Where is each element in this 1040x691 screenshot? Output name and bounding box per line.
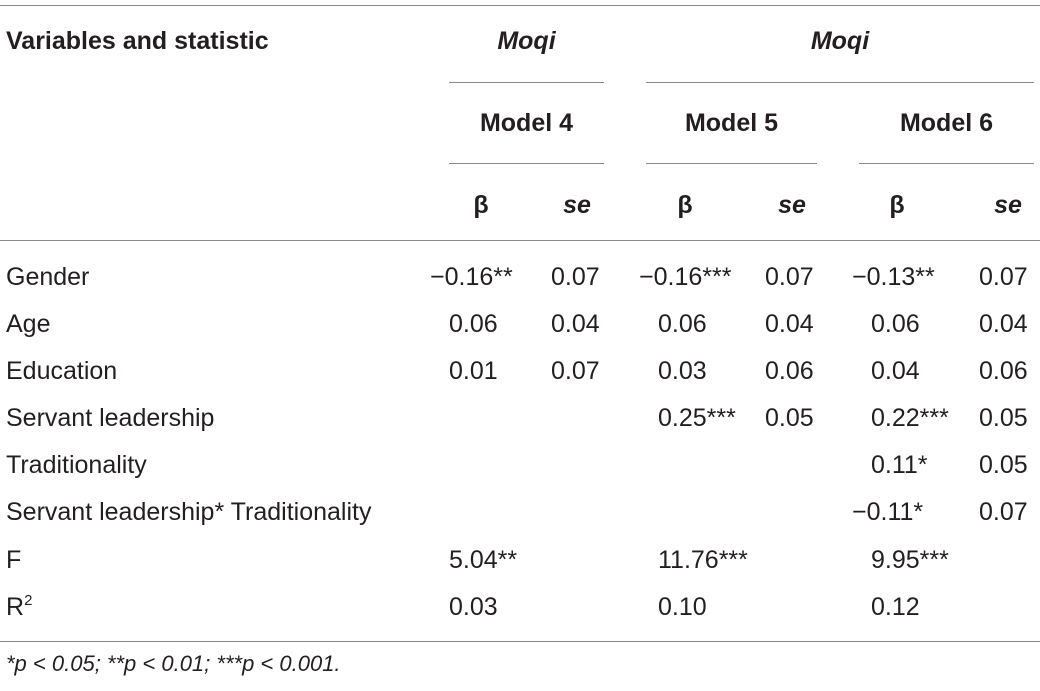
- cell-m4-beta: 5.04**: [449, 546, 518, 574]
- cell-m5-beta: 0.25***: [658, 404, 736, 432]
- cell-m4-se: 0.04: [551, 310, 600, 338]
- group2-underline: [646, 82, 1034, 83]
- variables-header: Variables and statistic: [6, 27, 269, 55]
- cell-m6-se: 0.04: [979, 310, 1028, 338]
- group1-header: Moqi: [497, 27, 556, 55]
- cell-m6-beta: 0.04: [871, 357, 920, 385]
- cell-m4-se: 0.07: [551, 263, 600, 291]
- cell-m6-se: 0.07: [979, 263, 1028, 291]
- footnote: *p < 0.05; **p < 0.01; ***p < 0.001.: [6, 651, 341, 676]
- cell-m5-beta: −0.16***: [639, 263, 732, 291]
- row-label: Servant leadership* Traditionality: [6, 498, 372, 526]
- se-header-m5: se: [778, 191, 806, 219]
- cell-m5-beta: 0.03: [658, 357, 707, 385]
- row-label: Education: [6, 357, 118, 385]
- cell-m6-beta: 0.22***: [871, 404, 949, 432]
- beta-header-m6: β: [889, 191, 905, 219]
- row-label: F: [6, 546, 22, 574]
- cell-m6-beta: −0.11*: [852, 498, 924, 526]
- cell-m6-se: 0.05: [979, 404, 1028, 432]
- top-rule: [0, 5, 1040, 6]
- model4-header: Model 4: [479, 109, 574, 137]
- se-header-m4: se: [563, 191, 591, 219]
- model5-header: Model 5: [684, 109, 779, 137]
- cell-m6-beta: 0.12: [871, 593, 920, 621]
- group2-header: Moqi: [810, 27, 870, 55]
- cell-m6-se: 0.06: [979, 357, 1028, 385]
- cell-m4-beta: −0.16**: [430, 263, 513, 291]
- row-label: Traditionality: [6, 451, 147, 479]
- row-label: R2: [6, 592, 33, 621]
- cell-m4-beta: 0.06: [449, 310, 498, 338]
- cell-m6-beta: −0.13**: [852, 263, 935, 291]
- row-label: Servant leadership: [6, 404, 215, 432]
- cell-m5-se: 0.06: [765, 357, 814, 385]
- row-label: Gender: [6, 263, 90, 291]
- cell-m6-beta: 0.06: [871, 310, 920, 338]
- header-bottom-rule: [0, 240, 1040, 241]
- beta-header-m5: β: [677, 191, 693, 219]
- cell-m5-beta: 0.06: [658, 310, 707, 338]
- beta-header-m4: β: [473, 191, 489, 219]
- cell-m6-beta: 9.95***: [871, 546, 949, 574]
- cell-m5-beta: 11.76***: [658, 546, 748, 574]
- cell-m4-beta: 0.03: [449, 593, 498, 621]
- cell-m5-se: 0.07: [765, 263, 814, 291]
- cell-m6-se: 0.05: [979, 451, 1028, 479]
- model6-header: Model 6: [899, 109, 994, 137]
- model4-underline: [449, 163, 604, 164]
- se-header-m6: se: [994, 191, 1022, 219]
- cell-m4-se: 0.07: [551, 357, 600, 385]
- cell-m6-se: 0.07: [979, 498, 1028, 526]
- group1-underline: [449, 82, 604, 83]
- row-label: Age: [6, 310, 51, 338]
- cell-m5-beta: 0.10: [658, 593, 707, 621]
- cell-m6-beta: 0.11*: [871, 451, 928, 479]
- table-bottom-rule: [0, 641, 1040, 642]
- cell-m5-se: 0.04: [765, 310, 814, 338]
- cell-m4-beta: 0.01: [449, 357, 498, 385]
- model5-underline: [646, 163, 817, 164]
- cell-m5-se: 0.05: [765, 404, 814, 432]
- model6-underline: [859, 163, 1034, 164]
